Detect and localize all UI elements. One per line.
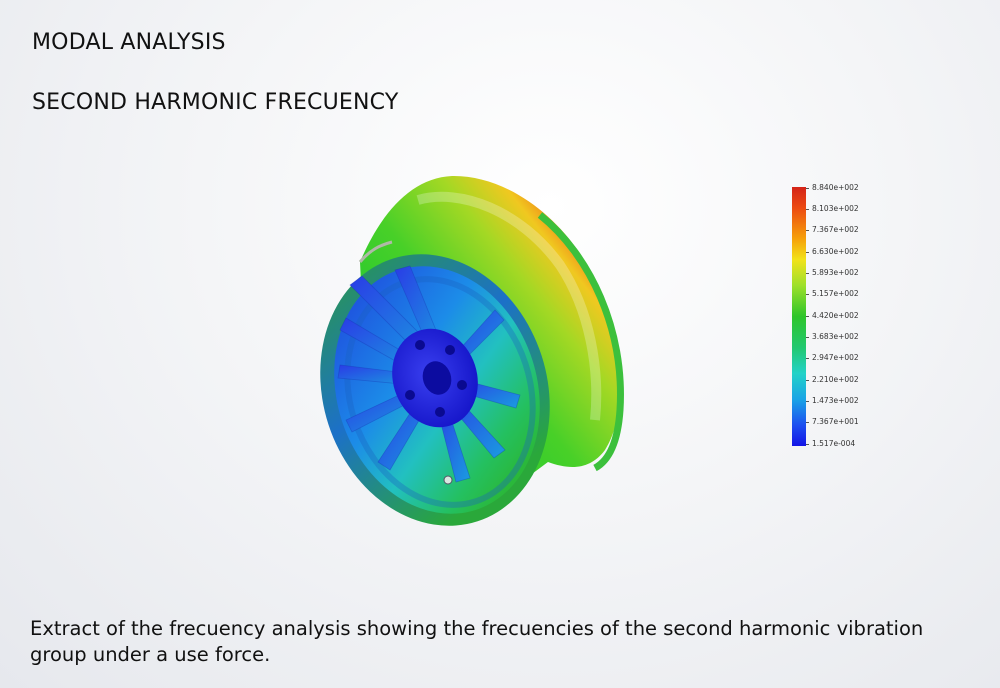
legend-label: 5.893e+002 — [812, 268, 859, 277]
legend-label: 6.630e+002 — [812, 247, 859, 256]
legend-color-bar — [792, 187, 806, 446]
legend-label: 8.103e+002 — [812, 204, 859, 213]
legend-label: 7.367e+002 — [812, 225, 859, 234]
lug-holes — [405, 340, 467, 417]
subtitle-second-harmonic: SECOND HARMONIC FRECUENCY — [32, 90, 399, 115]
legend-label: 1.517e-004 — [812, 439, 856, 448]
legend-label: 2.947e+002 — [812, 353, 859, 362]
caption-text: Extract of the frecuency analysis showin… — [30, 617, 924, 666]
legend-label: 5.157e+002 — [812, 289, 859, 298]
legend-label: 3.683e+002 — [812, 332, 859, 341]
legend-label: 8.840e+002 — [812, 183, 859, 192]
legend-label: 2.210e+002 — [812, 375, 859, 384]
valve-hole — [443, 475, 453, 485]
legend-label: 1.473e+002 — [812, 396, 859, 405]
color-legend: 8.840e+002 8.103e+002 7.367e+002 6.630e+… — [792, 184, 902, 448]
legend-label: 4.420e+002 — [812, 311, 859, 320]
legend-label: 7.367e+001 — [812, 417, 859, 426]
center-bore — [422, 361, 452, 395]
title-modal-analysis: MODAL ANALYSIS — [32, 30, 226, 55]
